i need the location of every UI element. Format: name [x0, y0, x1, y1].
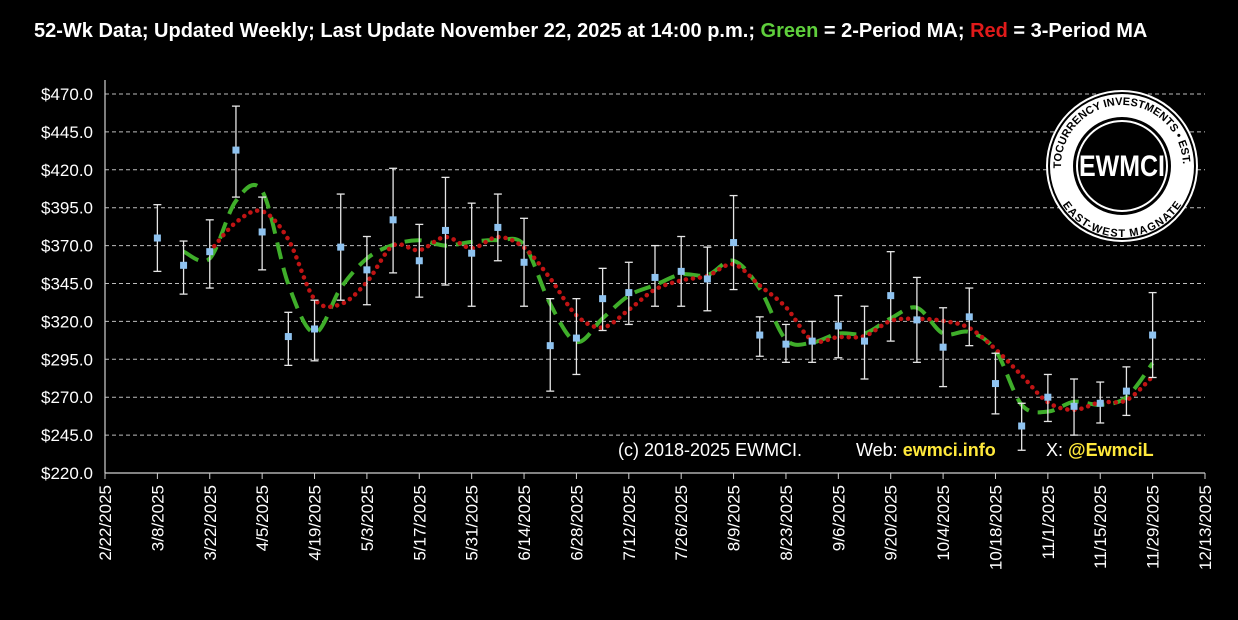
data-point — [337, 243, 345, 251]
title-green-word: Green — [760, 20, 819, 42]
title-prefix: 52-Wk Data; Updated Weekly; Last Update … — [34, 20, 761, 42]
data-point — [808, 337, 816, 345]
x-tick-label: 8/23/2025 — [777, 485, 796, 561]
copyright-text: (c) 2018-2025 EWMCI. — [618, 440, 803, 460]
y-tick-label: $245.0 — [41, 426, 93, 445]
chart-title: 52-Wk Data; Updated Weekly; Last Update … — [34, 20, 1147, 43]
x-tick-label: 6/14/2025 — [515, 485, 534, 561]
data-point — [887, 292, 895, 300]
web-link[interactable]: ewmci.info — [902, 440, 996, 460]
x-tick-label: 11/1/2025 — [1039, 485, 1058, 559]
y-tick-label: $395.0 — [41, 199, 93, 218]
title-red-word: Red — [970, 20, 1008, 42]
data-point — [834, 322, 842, 330]
y-tick-label: $220.0 — [41, 464, 93, 483]
x-tick-label: 5/31/2025 — [463, 485, 482, 561]
data-point — [965, 313, 973, 321]
error-bars — [153, 105, 1157, 451]
y-tick-label: $470.0 — [41, 85, 93, 104]
x-tick-label: 3/22/2025 — [201, 485, 220, 561]
x-tick-label: 11/29/2025 — [1144, 485, 1163, 569]
logo-center-text: EWMCI — [1079, 150, 1165, 183]
data-point — [756, 331, 764, 339]
x-tick-label: 11/15/2025 — [1091, 485, 1110, 569]
y-tick-label: $445.0 — [41, 123, 93, 142]
data-point — [1018, 422, 1026, 430]
data-point — [258, 228, 266, 236]
data-point — [730, 239, 738, 247]
ma2-line — [182, 183, 1155, 415]
data-point — [206, 248, 214, 256]
x-tick-label: 5/17/2025 — [410, 485, 429, 561]
data-point — [520, 258, 528, 266]
data-point — [991, 380, 999, 388]
data-point — [651, 273, 659, 281]
data-point — [284, 333, 292, 341]
logo-inner-circle — [1073, 117, 1171, 215]
x-tick-label: 9/20/2025 — [882, 485, 901, 561]
axes — [104, 80, 1206, 479]
data-point — [1096, 399, 1104, 407]
x-tick-label: 8/9/2025 — [725, 485, 744, 551]
x-tick-label: 4/19/2025 — [306, 485, 325, 561]
data-points — [153, 146, 1157, 430]
y-tick-label: $320.0 — [41, 312, 93, 331]
x-tick-label: 9/6/2025 — [829, 485, 848, 551]
data-point — [389, 216, 397, 224]
x-tick-label: 6/28/2025 — [567, 485, 586, 561]
y-tick-labels: $470.0 $445.0 $420.0 $395.0 $370.0 $345.0 $320… — [41, 85, 93, 483]
title-red-rest: = 3-Period MA — [1007, 20, 1148, 42]
x-tick-labels: 2/22/2025 3/8/2025 3/22/2025 4/5/2025 4/19/2… — [96, 485, 1215, 570]
y-tick-label: $370.0 — [41, 237, 93, 256]
web-label: Web: — [856, 440, 903, 460]
x-tick-label: 10/18/2025 — [986, 485, 1005, 570]
y-tick-label: $270.0 — [41, 388, 93, 407]
x-tick-label: 4/5/2025 — [253, 485, 272, 551]
data-point — [546, 342, 554, 350]
data-point — [153, 234, 161, 242]
ewmci-logo: CRYPTOCURRENCY INVESTMENTS • EST. 2018 •… — [1046, 90, 1198, 242]
data-point — [625, 289, 633, 297]
x-credit: X: @EwmciL — [1046, 440, 1154, 461]
data-point — [1122, 387, 1130, 395]
web-credit: Web: ewmci.info — [856, 440, 996, 461]
x-tick-label: 2/22/2025 — [96, 485, 115, 561]
y-tick-label: $345.0 — [41, 275, 93, 294]
y-tick-label: $420.0 — [41, 161, 93, 180]
x-tick-label: 7/26/2025 — [672, 485, 691, 561]
data-point — [494, 223, 502, 231]
data-point — [572, 334, 580, 342]
data-point — [1149, 331, 1157, 339]
y-tick-label: $295.0 — [41, 350, 93, 369]
data-point — [1070, 402, 1078, 410]
ma2-line-group — [182, 183, 1155, 415]
logo-inner-ring — [1076, 120, 1168, 212]
data-point — [861, 337, 869, 345]
x-tick-label: 3/8/2025 — [148, 485, 167, 551]
data-point — [468, 249, 476, 257]
x-tick-label: 10/4/2025 — [934, 485, 953, 561]
x-tick-label: 5/3/2025 — [358, 485, 377, 551]
data-point — [232, 146, 240, 154]
data-point — [311, 325, 319, 333]
logo-outer-ring — [1048, 92, 1196, 240]
data-point — [415, 257, 423, 265]
data-point — [599, 295, 607, 303]
x-handle-link[interactable]: @EwmciL — [1068, 440, 1154, 460]
data-point — [1044, 393, 1052, 401]
data-point — [939, 343, 947, 351]
x-label: X: — [1046, 440, 1069, 460]
data-point — [441, 226, 449, 234]
x-tick-label: 7/12/2025 — [620, 485, 639, 561]
data-point — [703, 275, 711, 283]
data-point — [782, 340, 790, 348]
x-tick-label: 12/13/2025 — [1196, 485, 1215, 570]
data-point — [913, 316, 921, 324]
data-point — [677, 267, 685, 275]
data-point — [363, 266, 371, 274]
data-point — [180, 261, 188, 269]
title-green-rest: = 2-Period MA; — [818, 20, 971, 42]
